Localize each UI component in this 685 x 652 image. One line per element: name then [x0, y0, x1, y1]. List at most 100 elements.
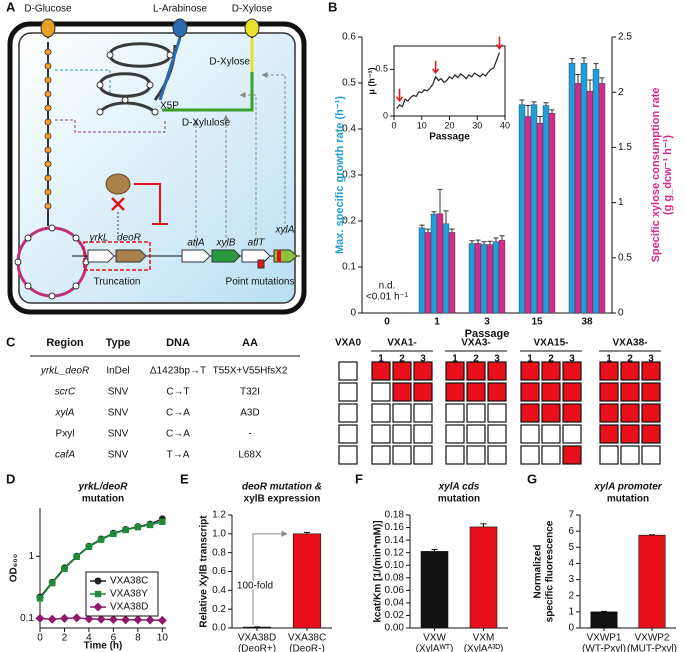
transporter: [244, 18, 260, 38]
replicate-label: 3: [569, 354, 575, 365]
mutation-cell: [338, 403, 358, 423]
strain-header: VXA1-: [387, 338, 416, 349]
mutation-cell: [541, 382, 561, 402]
marker: [159, 518, 166, 525]
mutation-cell: [562, 424, 582, 444]
y-tick-label: 0.0: [212, 623, 226, 634]
error-bar: [481, 241, 487, 245]
error-bar: [525, 104, 531, 117]
loss-cross: [111, 197, 125, 211]
mutation-cell: [562, 382, 582, 402]
gene-xylB: [211, 249, 241, 263]
gene-label: atlT: [248, 238, 266, 249]
marker: [61, 565, 68, 572]
mutation-cell: [562, 403, 582, 423]
replicate-label: 1: [606, 354, 612, 365]
gene-deoR: [115, 249, 147, 263]
error-bar: [469, 240, 475, 244]
x-tick-label: 3: [484, 317, 490, 328]
x-axis-title: Passage: [465, 328, 510, 340]
x-tick-label: 10: [157, 633, 169, 644]
mutation-cell: [487, 445, 507, 465]
y-tick-label: 0.3: [342, 170, 356, 181]
x-tick-label: 40: [500, 120, 510, 130]
axis-title: Specific xylose consumption rate: [650, 88, 662, 263]
mutation-cell: [392, 382, 412, 402]
marker: [47, 614, 57, 624]
mutation-cell: [445, 361, 465, 381]
gene-label: yrkL: [89, 233, 109, 244]
repression: [134, 183, 168, 225]
ppp-nodes: [96, 51, 174, 116]
error-bar: [575, 74, 581, 84]
error-bar: [519, 99, 525, 105]
mutation-cell: [466, 382, 486, 402]
bar: [436, 213, 444, 314]
annotation: n.d.: [379, 281, 396, 292]
error-bar: [480, 523, 487, 527]
y-tick-label: 0.5: [375, 64, 388, 74]
passage-marker: [395, 88, 404, 103]
mutation-cell: [413, 382, 433, 402]
mutation-cell: [445, 445, 465, 465]
x-tick-label: 0: [37, 633, 43, 644]
mutation-cell: [338, 445, 358, 465]
mutation-cell: [338, 361, 358, 381]
chart-title: xylA promoter: [593, 482, 663, 493]
metabolite: D-Xylose: [209, 57, 250, 68]
table-cell: T→A: [167, 450, 190, 461]
tca-intermediates: [14, 224, 90, 300]
mutation-cell: [541, 361, 561, 381]
bar: [486, 244, 494, 314]
x-tick-label: 1: [434, 317, 440, 328]
bar: [430, 213, 438, 314]
table-cell: SNV: [108, 408, 129, 419]
legend-marker: [93, 602, 103, 612]
x-tick-label: VXM: [473, 633, 495, 644]
y-tick-label: 0.10: [385, 560, 405, 571]
x-tick-label: 2: [62, 633, 68, 644]
y-tick-label: 0.8: [212, 547, 226, 558]
deoR-protein: [105, 173, 131, 195]
legend-label: VXA38C: [110, 576, 148, 587]
mutation-cell: [541, 445, 561, 465]
error-bar: [431, 211, 437, 215]
panel-label: E: [180, 471, 189, 486]
passage-marker: [495, 36, 504, 50]
mutation-cell: [620, 361, 640, 381]
mutation-cell: [599, 361, 619, 381]
panel-label: A: [6, 0, 16, 14]
y-tick-label: 0.06: [385, 585, 405, 596]
axis-title: kcat/Km [1/(min*mM)]: [373, 520, 384, 622]
bar: [592, 68, 600, 314]
mutation-cell: [620, 424, 640, 444]
replicate-label: 2: [399, 354, 405, 365]
y-tick-label: 5: [568, 542, 574, 553]
x-tick-label: (DeoR-): [289, 644, 325, 652]
bar: [469, 526, 498, 629]
truncation-box: [83, 241, 151, 271]
strain-header: VXA38-: [612, 338, 647, 349]
y-tick-label: 0.6: [212, 566, 226, 577]
marker: [122, 526, 129, 534]
panel-label: D: [6, 471, 15, 486]
chart-title: mutation: [607, 494, 649, 505]
mutation-cell: [392, 424, 412, 444]
mutation-cell: [599, 445, 619, 465]
replicate-label: 3: [494, 354, 500, 365]
table-cell: C→A: [166, 429, 190, 440]
bar: [468, 243, 476, 314]
bar: [448, 232, 456, 314]
x-axis-title: Passage: [429, 132, 470, 143]
marker: [72, 613, 82, 623]
legend-marker: [94, 577, 102, 585]
y-tick-label: 0: [618, 308, 624, 319]
error-bar: [419, 224, 425, 228]
passage-marker: [432, 60, 440, 75]
mutation-cell: [520, 403, 540, 423]
replicate-label: 1: [452, 354, 458, 365]
error-bar: [549, 109, 555, 114]
table-header: AA: [242, 337, 258, 349]
bar: [548, 112, 556, 314]
